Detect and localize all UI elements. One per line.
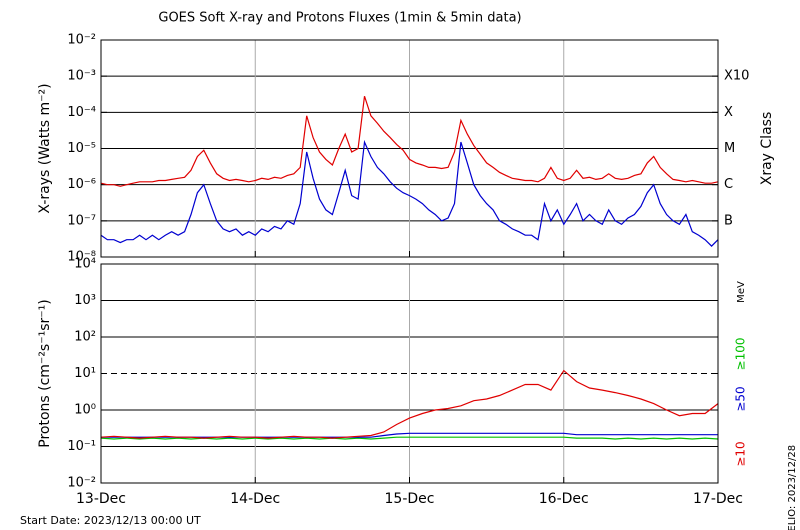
y-tick-label: 10⁴ bbox=[74, 257, 96, 272]
y2-tick-label: X10 bbox=[724, 69, 749, 84]
legend-label: ≥50 bbox=[734, 386, 748, 411]
legend-label: ≥10 bbox=[734, 441, 748, 466]
y2-tick-label: B bbox=[724, 213, 733, 228]
series-line bbox=[100, 369, 719, 439]
series-line bbox=[100, 139, 719, 247]
y2-tick-label: C bbox=[724, 177, 733, 192]
y-tick-label: 10⁻⁷ bbox=[67, 213, 96, 228]
helio-date: HELIO: 2023/12/28 bbox=[787, 445, 798, 530]
x-tick-label: 13-Dec bbox=[76, 491, 126, 507]
y-tick-label: 10⁻² bbox=[67, 33, 96, 48]
start-date: Start Date: 2023/12/13 00:00 UT bbox=[20, 514, 201, 527]
y-tick-label: 10⁻⁶ bbox=[67, 177, 96, 192]
plot-frame bbox=[100, 263, 719, 484]
y-axis-label: X-rays (Watts m⁻²) bbox=[37, 83, 53, 213]
y-tick-label: 10¹ bbox=[74, 366, 96, 381]
y2-axis-label: Xray Class bbox=[759, 112, 775, 186]
unit-label: MeV bbox=[736, 281, 747, 303]
y2-tick-label: X bbox=[724, 105, 733, 120]
y-tick-label: 10² bbox=[74, 330, 96, 345]
y-tick-label: 10⁻⁸ bbox=[67, 250, 96, 265]
legend-label: ≥100 bbox=[734, 338, 748, 371]
x-tick-label: 14-Dec bbox=[230, 491, 280, 507]
y-tick-label: 10⁻⁴ bbox=[67, 105, 96, 120]
y-tick-label: 10⁻³ bbox=[67, 69, 96, 84]
y-axis-label: Protons (cm⁻²s⁻¹sr⁻¹) bbox=[37, 299, 53, 448]
y-tick-label: 10⁻⁵ bbox=[67, 141, 96, 156]
y-tick-label: 10⁻² bbox=[67, 476, 96, 491]
x-tick-label: 15-Dec bbox=[385, 491, 435, 507]
series-line bbox=[101, 432, 718, 438]
y-tick-label: 10³ bbox=[74, 293, 96, 308]
x-tick-label: 17-Dec bbox=[693, 491, 743, 507]
series-line bbox=[100, 96, 719, 187]
y-tick-label: 10⁻¹ bbox=[67, 439, 96, 454]
chart-title: GOES Soft X-ray and Protons Fluxes (1min… bbox=[158, 11, 521, 26]
plot-frame bbox=[100, 39, 719, 258]
y-tick-label: 10⁰ bbox=[74, 403, 96, 418]
y2-tick-label: M bbox=[724, 141, 735, 156]
x-tick-label: 16-Dec bbox=[539, 491, 589, 507]
